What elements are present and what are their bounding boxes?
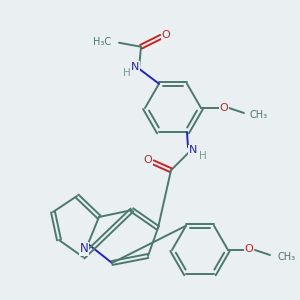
Text: CH₃: CH₃ <box>277 252 295 262</box>
Text: N: N <box>189 145 197 155</box>
Text: O: O <box>144 155 152 165</box>
Text: N: N <box>80 242 88 256</box>
Text: O: O <box>220 103 228 113</box>
Text: O: O <box>244 244 253 254</box>
Text: H: H <box>123 68 131 78</box>
Text: H: H <box>199 151 207 161</box>
Text: CH₃: CH₃ <box>250 110 268 120</box>
Text: O: O <box>162 30 170 40</box>
Text: H₃C: H₃C <box>93 37 111 47</box>
Text: N: N <box>131 62 139 72</box>
